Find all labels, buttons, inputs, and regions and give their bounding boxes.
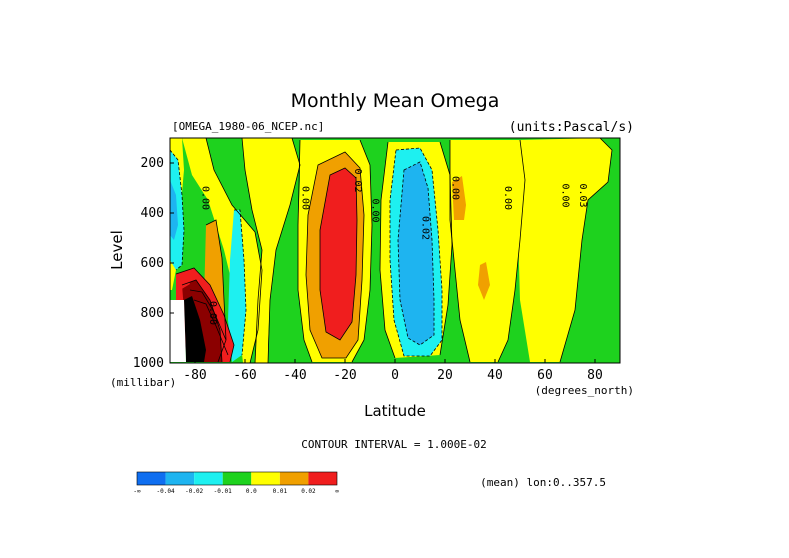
colorbar-swatch: [222, 472, 252, 485]
chart-title: Monthly Mean Omega: [291, 90, 500, 112]
x-axis-ticks: -80 -60 -40 -20 0 20 40 60 80: [183, 359, 603, 383]
contour-region-yellow-5: [450, 140, 525, 362]
dataset-label: [OMEGA_1980-06_NCEP.nc]: [172, 120, 324, 133]
contour-label: 0.00: [370, 198, 381, 222]
contour-line-11: [559, 137, 613, 363]
colorbar-label: ∞: [335, 488, 339, 495]
contour-line-19: [181, 279, 223, 363]
contour-line-3: [305, 151, 365, 359]
contour-line-9: [449, 140, 471, 363]
contour-region-blue-eq: [398, 162, 434, 345]
colorbar-label: -∞: [133, 488, 141, 495]
contour-region-orange-3: [452, 176, 466, 220]
x-axis-units: (degrees_north): [535, 384, 634, 397]
y-tick-label: 1000: [133, 356, 164, 371]
contour-label: 0.00: [560, 183, 571, 207]
contour-line-20: [189, 289, 227, 341]
x-tick-label: -20: [333, 368, 356, 383]
mean-text: (mean) lon:0..357.5: [480, 476, 606, 489]
contour-labels-layer: 0.00 0.00 0.02 0.00 0.02 0.00 0.00 0.00 0.03 0.00: [200, 168, 589, 325]
contour-region-red-upperleft: [176, 272, 190, 290]
y-tick-label: 400: [141, 206, 164, 221]
contour-lines: [169, 137, 613, 364]
contour-line-1: [297, 139, 313, 363]
colorbar-frame: [136, 471, 338, 486]
contour-line-16: [169, 149, 185, 271]
colorbar-swatch: [194, 472, 223, 485]
contour-region-yellow-6: [518, 138, 612, 362]
contour-label: 0.02: [420, 216, 431, 240]
contour-region-black-lowleft: [184, 296, 206, 362]
contour-line-12: [205, 137, 263, 364]
contour-line-14: [267, 137, 301, 364]
contour-line-15: [234, 209, 247, 356]
units-label: (units:Pascal/s): [509, 120, 634, 135]
x-tick-label: -40: [283, 368, 306, 383]
contour-line-18: [175, 267, 235, 363]
y-tick-label: 800: [141, 306, 164, 321]
contour-label: 0.00: [200, 186, 211, 210]
contour-label: 0.00: [502, 186, 513, 210]
x-tick-label: 80: [587, 368, 603, 383]
contour-line-8: [397, 161, 435, 346]
x-tick-label: -80: [183, 368, 206, 383]
colorbar-label: -0.01: [214, 488, 232, 495]
colorbar: -∞ -0.04 -0.02 -0.01 0.0 0.01 0.02 ∞: [133, 471, 339, 495]
contour-region-yellow-2: [242, 138, 300, 363]
colorbar-label: -0.02: [185, 488, 203, 495]
contour-label: 0.00: [300, 186, 311, 210]
colorbar-swatch: [279, 472, 309, 485]
y-tick-label: 200: [141, 156, 164, 171]
contour-region-cyan-m60: [228, 210, 246, 362]
contour-line-10: [497, 139, 526, 363]
contour-region-white-missing: [170, 300, 186, 362]
x-tick-label: 40: [487, 368, 503, 383]
contour-fill-layer: [170, 138, 620, 363]
contour-region-orange-4: [478, 262, 490, 300]
contour-region-red-1: [320, 168, 357, 340]
contour-line-17: [205, 219, 227, 363]
contour-region-blue-left: [170, 180, 178, 240]
colorbar-label: 0.02: [301, 488, 316, 495]
colorbar-label: 0.01: [273, 488, 288, 495]
contour-label: 0.03: [577, 183, 588, 207]
colorbar-swatch: [251, 472, 280, 485]
contour-interval-text: CONTOUR INTERVAL = 1.000E-02: [301, 438, 486, 451]
contour-line-2: [351, 139, 373, 363]
colorbar-swatch: [165, 472, 195, 485]
x-tick-label: 20: [437, 368, 453, 383]
contour-line-13: [241, 137, 263, 364]
contour-line-5: [379, 141, 396, 359]
colorbar-swatch: [308, 472, 337, 485]
contour-label: 0.00: [450, 176, 461, 200]
x-tick-label: 60: [537, 368, 553, 383]
contour-line-4: [319, 167, 358, 341]
colorbar-label: 0.0: [246, 488, 257, 495]
contour-label: 0.00: [207, 301, 218, 325]
y-axis-ticks: 200 400 600 800 1000: [133, 156, 174, 371]
x-tick-label: -60: [233, 368, 256, 383]
contour-line-6: [439, 141, 453, 356]
contour-label: 0.02: [352, 168, 363, 192]
x-axis-label: Latitude: [364, 402, 426, 420]
y-tick-label: 600: [141, 256, 164, 271]
colorbar-swatch: [137, 472, 166, 485]
y-axis-units: (millibar): [110, 376, 176, 389]
colorbar-label: -0.04: [157, 488, 175, 495]
y-axis-label: Level: [108, 230, 126, 270]
contour-line-21: [193, 299, 229, 356]
x-tick-label: 0: [391, 368, 399, 383]
